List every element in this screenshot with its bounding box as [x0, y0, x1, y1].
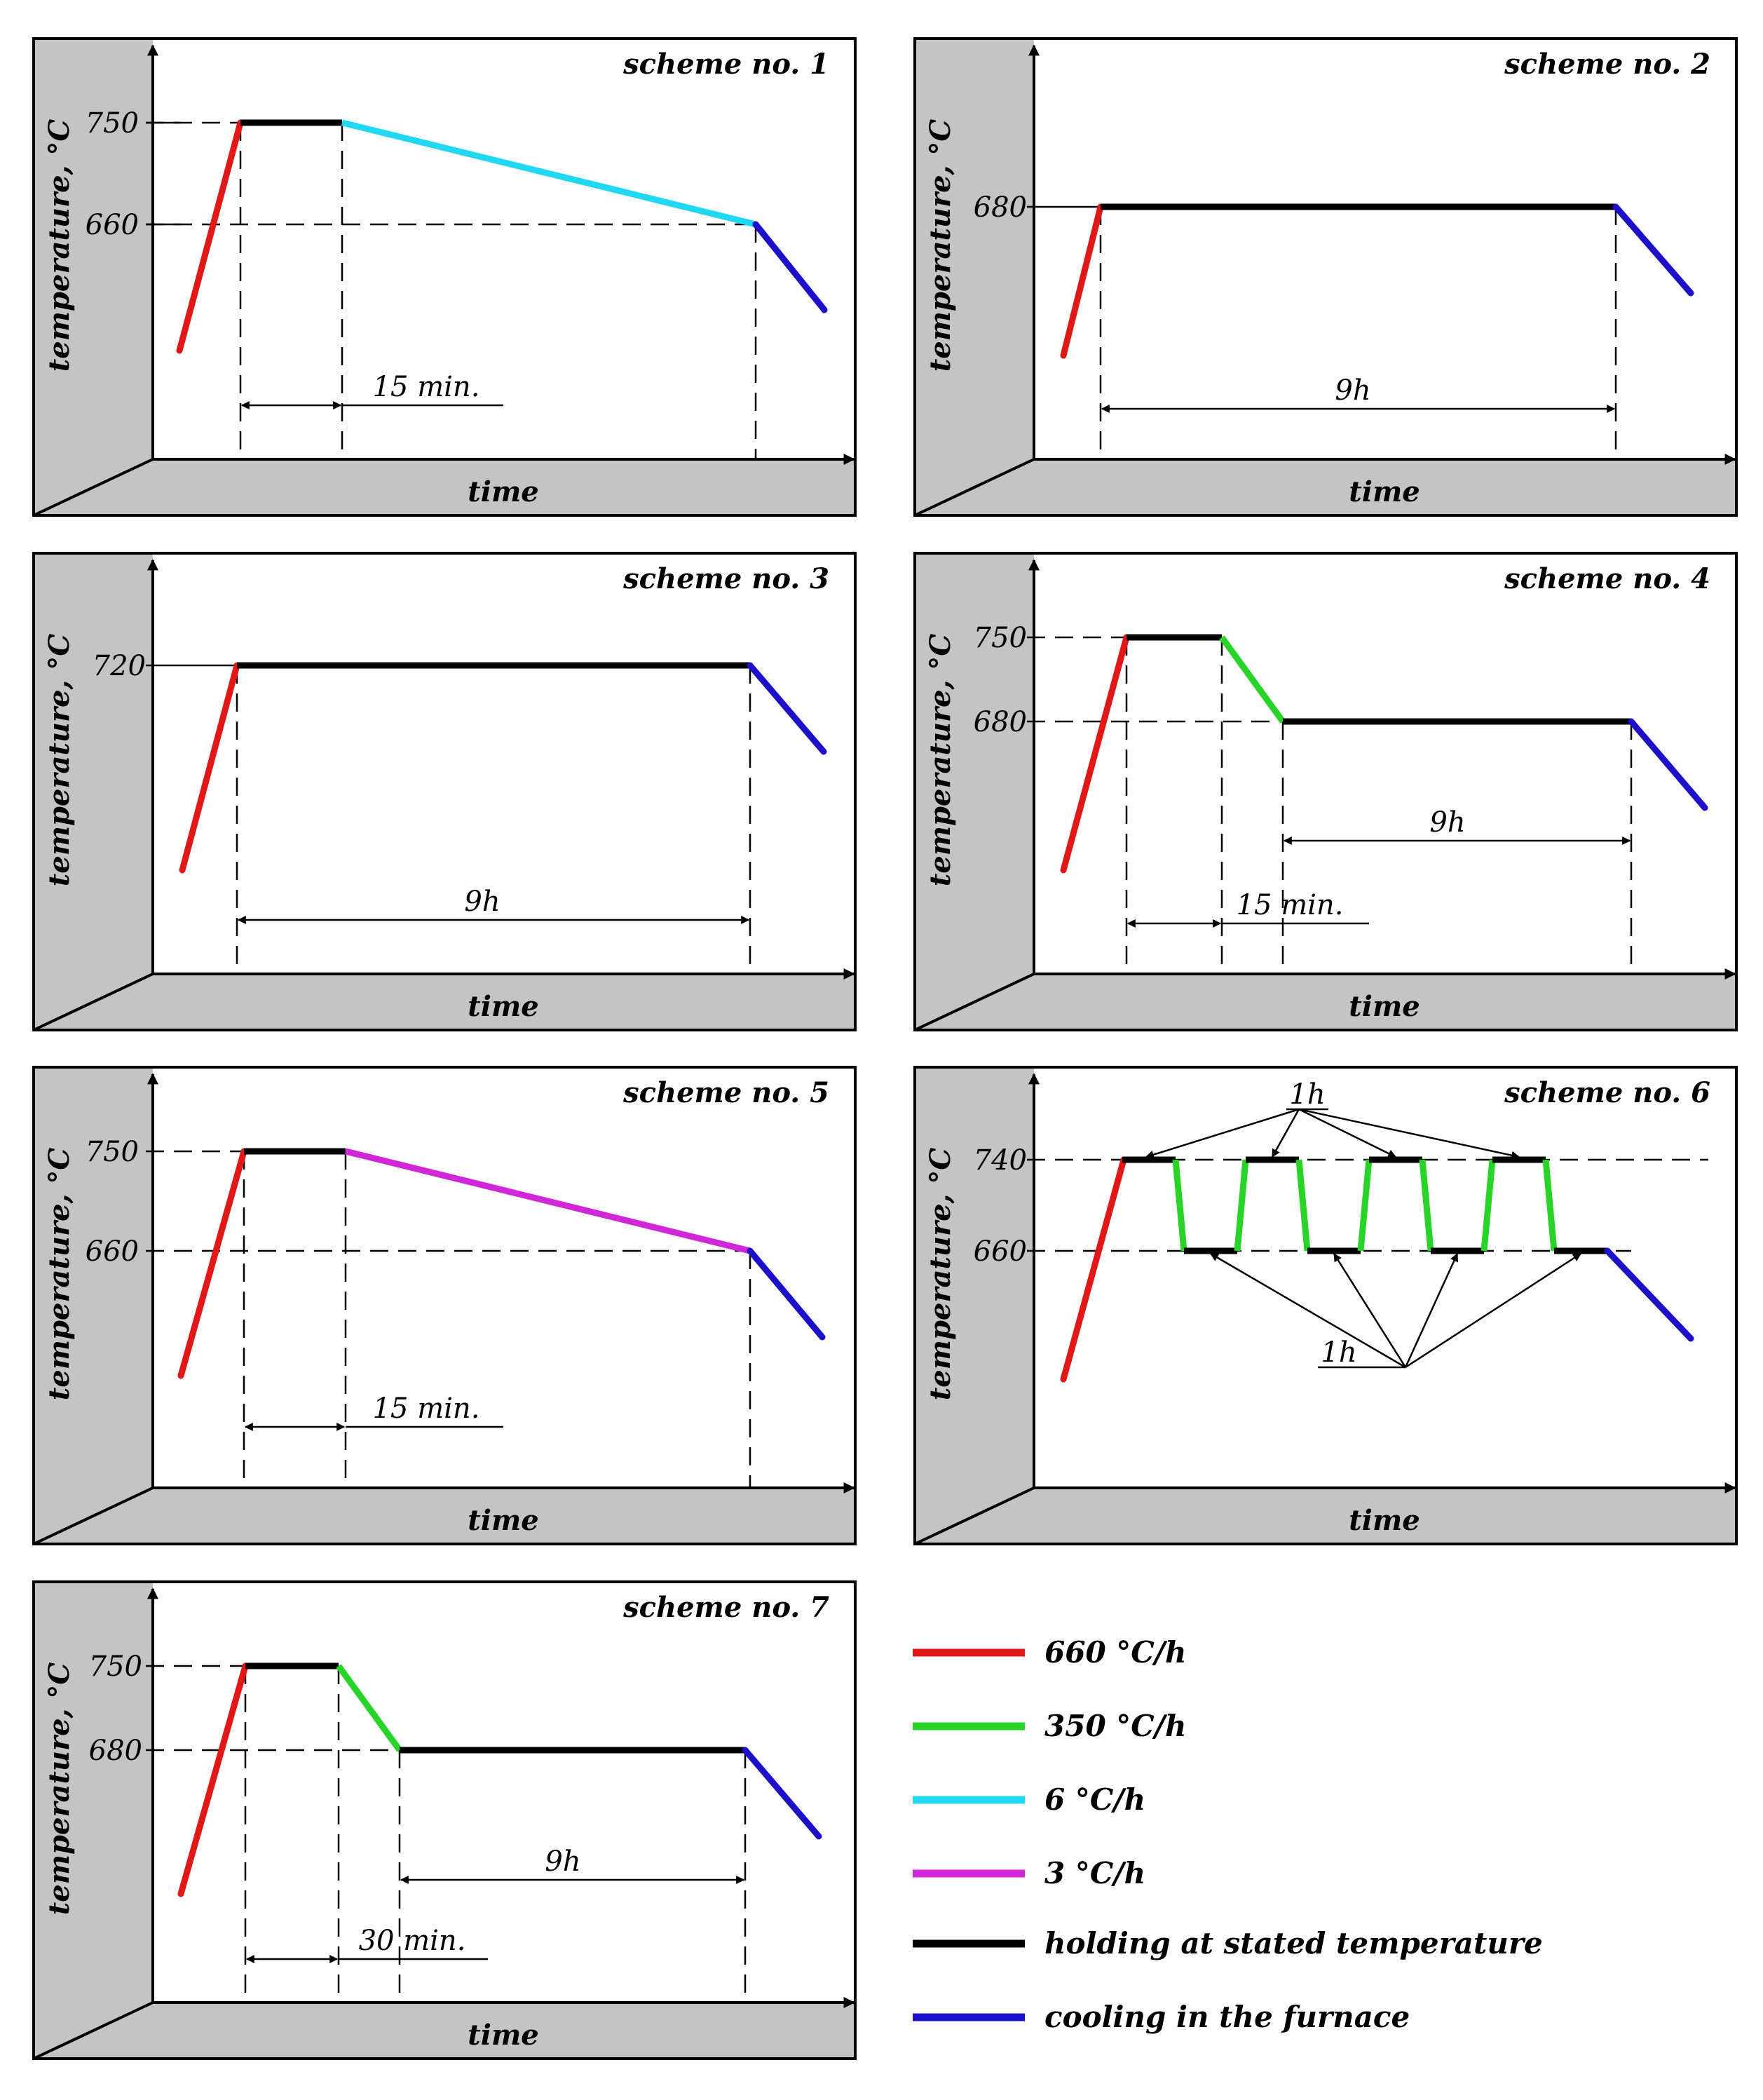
- scheme-1-x-label: time: [468, 475, 538, 508]
- scheme-5-x-label: time: [468, 1504, 538, 1537]
- scheme-1-heating-segment: [176, 119, 244, 354]
- scheme-1-panel: scheme no. 1 time temperature, °C 750 66…: [32, 37, 857, 517]
- legend-item-holding: holding at stated temperature: [913, 1926, 1543, 1960]
- scheme-7-furnace-cooling-segment: [742, 1747, 822, 1840]
- scheme-4-title: scheme no. 4: [1504, 562, 1710, 595]
- scheme-4-x-label: time: [1349, 990, 1420, 1023]
- scheme-1-y-label: temperature, °C: [43, 119, 76, 372]
- scheme-7-temp-750: 750: [89, 1651, 142, 1683]
- scheme-6-temp-660: 660: [974, 1235, 1027, 1268]
- scheme-1-plot-area: [153, 39, 855, 459]
- scheme-7-heating-segment: [177, 1662, 249, 1897]
- scheme-3-furnace-cooling-segment: [747, 662, 827, 755]
- scheme-7-y-label: temperature, °C: [43, 1662, 76, 1916]
- scheme-6-heating-segment: [1060, 1156, 1127, 1383]
- scheme-5-panel: scheme no. 5 time temperature, °C 750 66…: [32, 1066, 857, 1545]
- scheme-5-temp-660: 660: [86, 1235, 139, 1268]
- scheme-3-y-label: temperature, °C: [43, 634, 76, 887]
- scheme-7-panel: scheme no. 7 time temperature, °C 750 68…: [32, 1580, 857, 2060]
- legend-item-660: 660 °C/h: [913, 1635, 1187, 1669]
- scheme-7-title: scheme no. 7: [622, 1591, 829, 1624]
- scheme-1-title: scheme no. 1: [622, 48, 829, 81]
- legend-label-6: 6 °C/h: [1044, 1782, 1145, 1817]
- scheme-6-cycle: [1122, 1156, 1607, 1254]
- legend-label-350: 350 °C/h: [1044, 1709, 1187, 1743]
- scheme-7-dim-label-30min: 30 min.: [359, 1925, 466, 1957]
- scheme-5-temp-750: 750: [86, 1136, 139, 1168]
- scheme-5-heating-segment: [177, 1148, 247, 1379]
- scheme-3-temp-720: 720: [93, 650, 146, 682]
- scheme-4-dim-label-9h: 9h: [1429, 806, 1465, 839]
- scheme-4-y-label: temperature, °C: [924, 634, 957, 887]
- scheme-3-title: scheme no. 3: [622, 562, 829, 595]
- scheme-4-temp-750: 750: [974, 622, 1027, 654]
- scheme-1-slow-cooling-segment: [341, 119, 757, 228]
- legend-item-3: 3 °C/h: [913, 1856, 1145, 1890]
- scheme-2-panel: scheme no. 2 time temperature, °C 680 9h: [913, 37, 1738, 517]
- scheme-2-x-label: time: [1349, 475, 1420, 508]
- scheme-5-y-label: temperature, °C: [43, 1148, 76, 1401]
- scheme-2-title: scheme no. 2: [1504, 48, 1710, 81]
- scheme-1-temp-660: 660: [86, 209, 139, 241]
- scheme-5-furnace-cooling-segment: [747, 1247, 826, 1341]
- scheme-5-title: scheme no. 5: [622, 1076, 829, 1109]
- scheme-1-temp-750: 750: [86, 107, 139, 140]
- scheme-4-temp-680: 680: [974, 706, 1027, 738]
- scheme-4-furnace-cooling-segment: [1628, 718, 1708, 811]
- scheme-7-fast-cooling-segment: [336, 1664, 402, 1752]
- scheme-5-dim-label: 15 min.: [373, 1393, 480, 1425]
- scheme-2-furnace-cooling-segment: [1612, 203, 1694, 297]
- scheme-6-label-1h-top: 1h: [1289, 1078, 1325, 1111]
- scheme-6-label-1h-bottom: 1h: [1321, 1336, 1356, 1369]
- scheme-6-temp-740: 740: [974, 1144, 1027, 1177]
- legend-label-furnace: cooling in the furnace: [1044, 2000, 1410, 2034]
- scheme-1-floor-edge: [33, 458, 154, 517]
- legend-item-6: 6 °C/h: [913, 1782, 1145, 1817]
- scheme-6-x-label: time: [1349, 1504, 1420, 1537]
- legend: 660 °C/h 350 °C/h 6 °C/h 3 °C/h holding …: [913, 1635, 1543, 2034]
- legend-item-350: 350 °C/h: [913, 1709, 1187, 1743]
- scheme-2-y-label: temperature, °C: [924, 119, 957, 372]
- scheme-4-fast-cooling-segment: [1219, 635, 1286, 724]
- scheme-7-temp-680: 680: [89, 1735, 142, 1767]
- scheme-6-title: scheme no. 6: [1504, 1076, 1710, 1109]
- scheme-4-panel: scheme no. 4 time temperature, °C 750 68…: [913, 552, 1738, 1031]
- scheme-6-panel: scheme no. 6 time temperature, °C 740 66…: [913, 1066, 1738, 1545]
- legend-label-3: 3 °C/h: [1044, 1856, 1145, 1890]
- legend-label-holding: holding at stated temperature: [1044, 1926, 1543, 1960]
- scheme-2-temp-680: 680: [974, 191, 1027, 224]
- scheme-4-heating-segment: [1060, 634, 1130, 874]
- scheme-2-heating-segment: [1060, 203, 1104, 359]
- scheme-3-heating-segment: [179, 662, 240, 874]
- scheme-3-panel: scheme no. 3 time temperature, °C 720 9h: [32, 552, 857, 1031]
- scheme-2-dim-label: 9h: [1335, 374, 1370, 407]
- scheme-5-slow-cooling-segment: [344, 1148, 751, 1254]
- scheme-6-furnace-cooling-segment: [1604, 1247, 1694, 1342]
- legend-item-furnace: cooling in the furnace: [913, 2000, 1410, 2034]
- scheme-4-dim-label-15min: 15 min.: [1237, 889, 1344, 921]
- scheme-1-dim-label: 15 min.: [373, 371, 480, 403]
- scheme-3-x-label: time: [468, 990, 538, 1023]
- scheme-6-y-label: temperature, °C: [924, 1148, 957, 1401]
- scheme-3-dim-label: 9h: [464, 886, 500, 918]
- scheme-7-x-label: time: [468, 2019, 538, 2052]
- legend-label-660: 660 °C/h: [1044, 1635, 1187, 1669]
- scheme-7-dim-label-9h: 9h: [545, 1845, 580, 1878]
- scheme-1-furnace-cooling-segment: [752, 221, 828, 313]
